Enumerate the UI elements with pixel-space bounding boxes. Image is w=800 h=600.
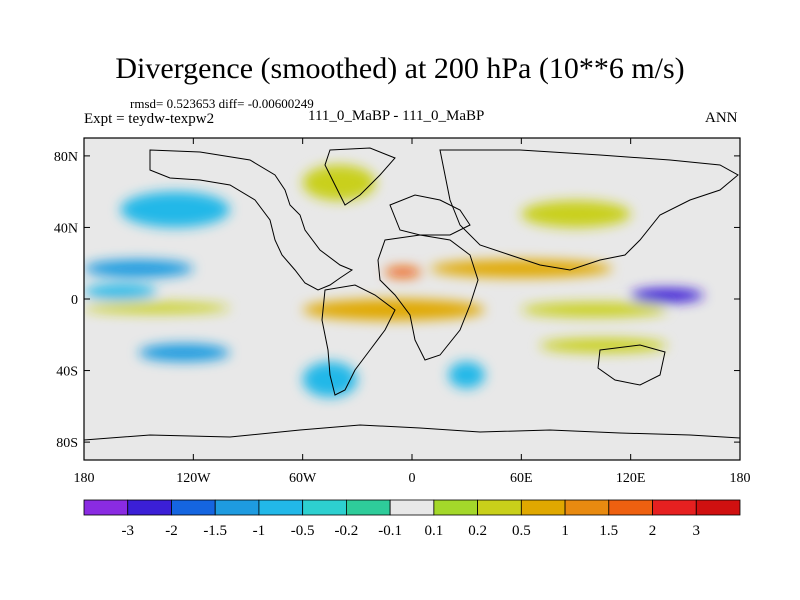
field-anomaly-10	[302, 361, 358, 398]
stats-text: rmsd= 0.523653 diff= -0.00600249	[130, 96, 314, 111]
field-anomaly-8	[539, 338, 668, 353]
x-tick-label: 180	[730, 471, 751, 486]
coastline-africa	[377, 234, 479, 361]
field-anomaly-2	[84, 302, 230, 314]
colorbar-swatch	[345, 499, 391, 516]
colorbar-swatch	[695, 499, 741, 516]
field-anomaly-3	[302, 299, 485, 321]
colorbar-label: 1	[561, 523, 569, 539]
colorbar-label: -0.5	[291, 523, 315, 539]
colorbar-swatch	[608, 499, 653, 516]
field-anomaly-11	[448, 361, 485, 389]
x-tick-label: 180	[74, 471, 95, 486]
y-tick-label: 40S	[56, 365, 78, 380]
colorbar-swatch	[302, 499, 347, 516]
x-tick-label: 60E	[510, 471, 533, 486]
field-anomaly-13	[521, 200, 631, 228]
colorbar-label: -1	[253, 523, 266, 539]
colorbar-swatch	[83, 499, 129, 516]
colorbar-label: -3	[121, 523, 134, 539]
colorbar-label: -0.1	[378, 523, 402, 539]
field-anomaly-12	[120, 191, 230, 228]
plot-background	[84, 138, 740, 460]
field-anomaly-14	[302, 164, 376, 201]
y-tick-label: 80S	[56, 436, 78, 451]
colorbar-swatch	[389, 499, 435, 516]
field-anomaly-1	[84, 284, 157, 299]
colorbar-label: -0.2	[335, 523, 359, 539]
colorbar-label: 0.2	[468, 523, 487, 539]
colorbar-swatch	[477, 499, 522, 516]
field-anomaly-6	[630, 288, 704, 303]
colorbar-swatch	[171, 499, 216, 516]
coastline-australia	[597, 344, 666, 386]
x-tick-label: 60W	[289, 471, 317, 486]
case-text: 111_0_MaBP - 111_0_MaBP	[308, 108, 485, 124]
colorbar-label: -1.5	[203, 523, 227, 539]
colorbar-swatch	[433, 499, 479, 516]
coastline-asia	[439, 149, 739, 271]
colorbar-label: 3	[693, 523, 701, 539]
colorbar-swatch	[258, 499, 304, 516]
field-anomaly-4	[384, 266, 422, 278]
colorbar-swatch	[127, 499, 172, 516]
colorbar-swatch	[652, 499, 697, 516]
field-anomaly-7	[521, 302, 668, 317]
colorbar-label: 2	[649, 523, 657, 539]
colorbar-swatch	[214, 499, 260, 516]
x-tick-label: 120W	[176, 471, 211, 486]
y-tick-label: 80N	[54, 150, 78, 165]
coastline-north-america	[149, 149, 354, 291]
coastline-europe	[389, 194, 471, 236]
colorbar-label: 1.5	[599, 523, 618, 539]
colorbar-label: 0.1	[424, 523, 443, 539]
field-anomaly-0	[84, 259, 194, 278]
colorbar-label: -2	[165, 523, 178, 539]
chart-title: Divergence (smoothed) at 200 hPa (10**6 …	[115, 52, 685, 85]
coastline-greenland	[324, 147, 396, 206]
colorbar-swatch	[564, 499, 610, 516]
coastline-south-america	[321, 284, 396, 396]
colorbar-swatch	[520, 499, 566, 516]
expt-text: Expt = teydw-texpw2	[84, 111, 215, 127]
coastline-antarctica	[84, 424, 740, 441]
season-text: ANN	[705, 110, 738, 126]
y-tick-label: 40N	[54, 221, 78, 236]
field-anomaly-9	[138, 343, 230, 362]
x-tick-label: 0	[409, 471, 416, 486]
x-tick-label: 120E	[616, 471, 646, 486]
field-anomaly-5	[430, 259, 613, 278]
y-tick-label: 0	[71, 293, 78, 308]
colorbar-label: 0.5	[512, 523, 531, 539]
